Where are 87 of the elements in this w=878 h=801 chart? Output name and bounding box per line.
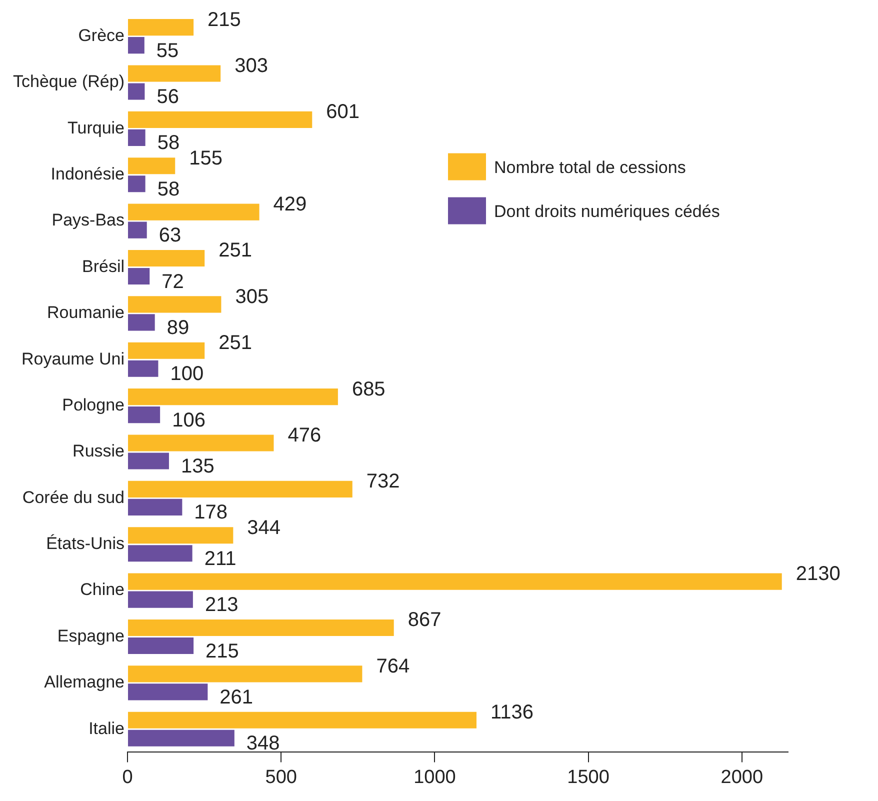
data-label: 348 (246, 732, 280, 755)
data-label: 89 (166, 316, 190, 339)
bar (128, 158, 176, 174)
y-tick-label: Royaume Uni (22, 349, 125, 368)
data-label: 685 (352, 378, 386, 400)
y-tick-label: Grèce (78, 26, 125, 45)
bar (128, 296, 222, 313)
data-label: 155 (189, 147, 222, 170)
bar (128, 268, 150, 285)
bar (128, 619, 394, 636)
data-label: 251 (218, 240, 252, 262)
bar (128, 111, 312, 128)
x-tick-label: 500 (265, 766, 297, 788)
bar (128, 480, 352, 498)
data-label: 213 (204, 594, 238, 616)
bar (128, 452, 169, 470)
bar (128, 730, 234, 746)
data-label: 100 (170, 363, 204, 386)
bar (128, 19, 194, 36)
data-label: 867 (408, 609, 442, 632)
data-label: 135 (180, 456, 214, 478)
bar (128, 573, 782, 590)
y-tick-label: Tchèque (Rép) (12, 72, 125, 92)
y-tick-label: États-Unis (46, 534, 125, 554)
y-tick-label: Corée du sud (22, 488, 125, 507)
legend-label: Nombre total de cessions (494, 158, 686, 177)
bar (128, 637, 194, 654)
data-label: 211 (204, 548, 236, 570)
data-label: 476 (288, 424, 322, 446)
data-label: 72 (162, 270, 184, 293)
bar (128, 406, 160, 424)
y-tick-label: Allemagne (44, 672, 125, 692)
bar (128, 314, 155, 331)
x-tick-label: 1500 (567, 766, 610, 788)
bar (128, 684, 208, 700)
data-label: 764 (376, 655, 410, 678)
data-label: 305 (235, 286, 269, 308)
data-label: 429 (273, 194, 307, 216)
bar (128, 527, 234, 544)
data-label: 2130 (796, 563, 840, 586)
x-tick-label: 1000 (414, 766, 456, 788)
bar (128, 342, 205, 359)
y-tick-label: Pologne (62, 395, 125, 414)
x-tick-label: 0 (122, 766, 133, 788)
data-label: 106 (172, 409, 206, 432)
data-label: 251 (218, 332, 252, 354)
y-tick-label: Espagne (57, 626, 125, 646)
data-label: 344 (247, 516, 281, 539)
data-label: 58 (157, 132, 180, 154)
bar (128, 129, 146, 146)
y-tick-label: Pays-Bas (52, 210, 125, 230)
data-label: 215 (206, 640, 239, 662)
data-label: 56 (156, 86, 179, 108)
data-label: 732 (366, 470, 400, 493)
y-tick-label: Chine (80, 580, 125, 600)
bar (128, 204, 260, 220)
bar (128, 176, 146, 192)
y-tick-label: Russie (72, 442, 125, 461)
bar (128, 83, 145, 100)
bar (128, 434, 274, 452)
data-label: 601 (326, 101, 360, 124)
bar (128, 37, 144, 54)
bar (128, 360, 158, 377)
data-label: 261 (220, 686, 254, 708)
bar (128, 222, 147, 238)
bar (128, 388, 338, 406)
y-tick-label: Italie (88, 718, 125, 738)
bar (128, 666, 362, 682)
data-label: 63 (158, 224, 182, 247)
data-label: 178 (194, 502, 228, 524)
y-tick-label: Brésil (82, 256, 125, 276)
data-label: 58 (157, 178, 180, 200)
data-label: 303 (234, 54, 268, 77)
data-label: 1136 (490, 702, 534, 724)
legend-label: Dont droits numériques cédés (494, 202, 720, 221)
data-label: 55 (156, 40, 179, 62)
bar (128, 591, 193, 608)
y-tick-label: Roumanie (47, 303, 125, 322)
x-tick-label: 2000 (720, 766, 764, 788)
bar (128, 545, 192, 562)
bar (128, 712, 476, 728)
bar (128, 250, 205, 267)
data-label: 215 (208, 8, 241, 31)
y-tick-label: Indonésie (50, 164, 125, 184)
bar (128, 498, 182, 516)
y-tick-label: Turquie (67, 118, 125, 138)
bar (128, 65, 221, 82)
